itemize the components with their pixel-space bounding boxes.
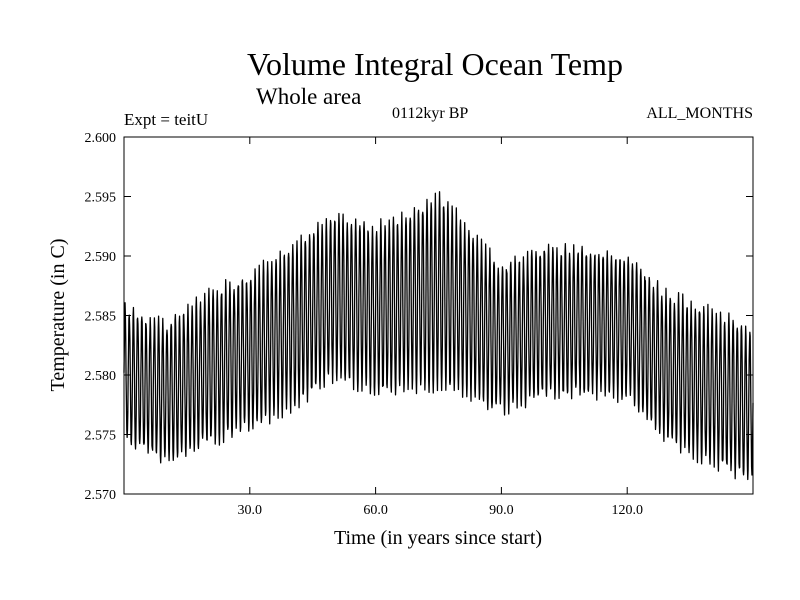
x-ticks: 30.0 60.0 90.0 120.0 bbox=[238, 137, 643, 518]
y-tick-label: 2.570 bbox=[85, 488, 117, 503]
x-axis-label: Time (in years since start) bbox=[334, 527, 542, 549]
series-layer bbox=[123, 191, 754, 481]
chart-subtitle: Whole area bbox=[256, 84, 362, 109]
period-label: 0112kyr BP bbox=[392, 105, 469, 122]
y-tick-label: 2.575 bbox=[85, 429, 117, 444]
months-label: ALL_MONTHS bbox=[646, 105, 753, 122]
y-tick-label: 2.580 bbox=[85, 369, 117, 384]
chart-title: Volume Integral Ocean Temp bbox=[246, 46, 623, 82]
y-ticks: 2.570 2.575 2.580 2.585 2.590 2.595 2.600 bbox=[85, 131, 753, 503]
x-tick-label: 30.0 bbox=[238, 503, 263, 518]
y-tick-label: 2.595 bbox=[85, 191, 117, 206]
x-tick-label: 60.0 bbox=[363, 503, 388, 518]
experiment-label: Expt = teitU bbox=[124, 110, 209, 129]
y-tick-label: 2.600 bbox=[85, 131, 117, 146]
series-line bbox=[123, 191, 754, 481]
y-tick-label: 2.585 bbox=[85, 310, 117, 325]
y-tick-label: 2.590 bbox=[85, 250, 117, 265]
x-tick-label: 90.0 bbox=[489, 503, 514, 518]
y-axis-label: Temperature (in C) bbox=[47, 239, 69, 392]
x-tick-label: 120.0 bbox=[611, 503, 643, 518]
